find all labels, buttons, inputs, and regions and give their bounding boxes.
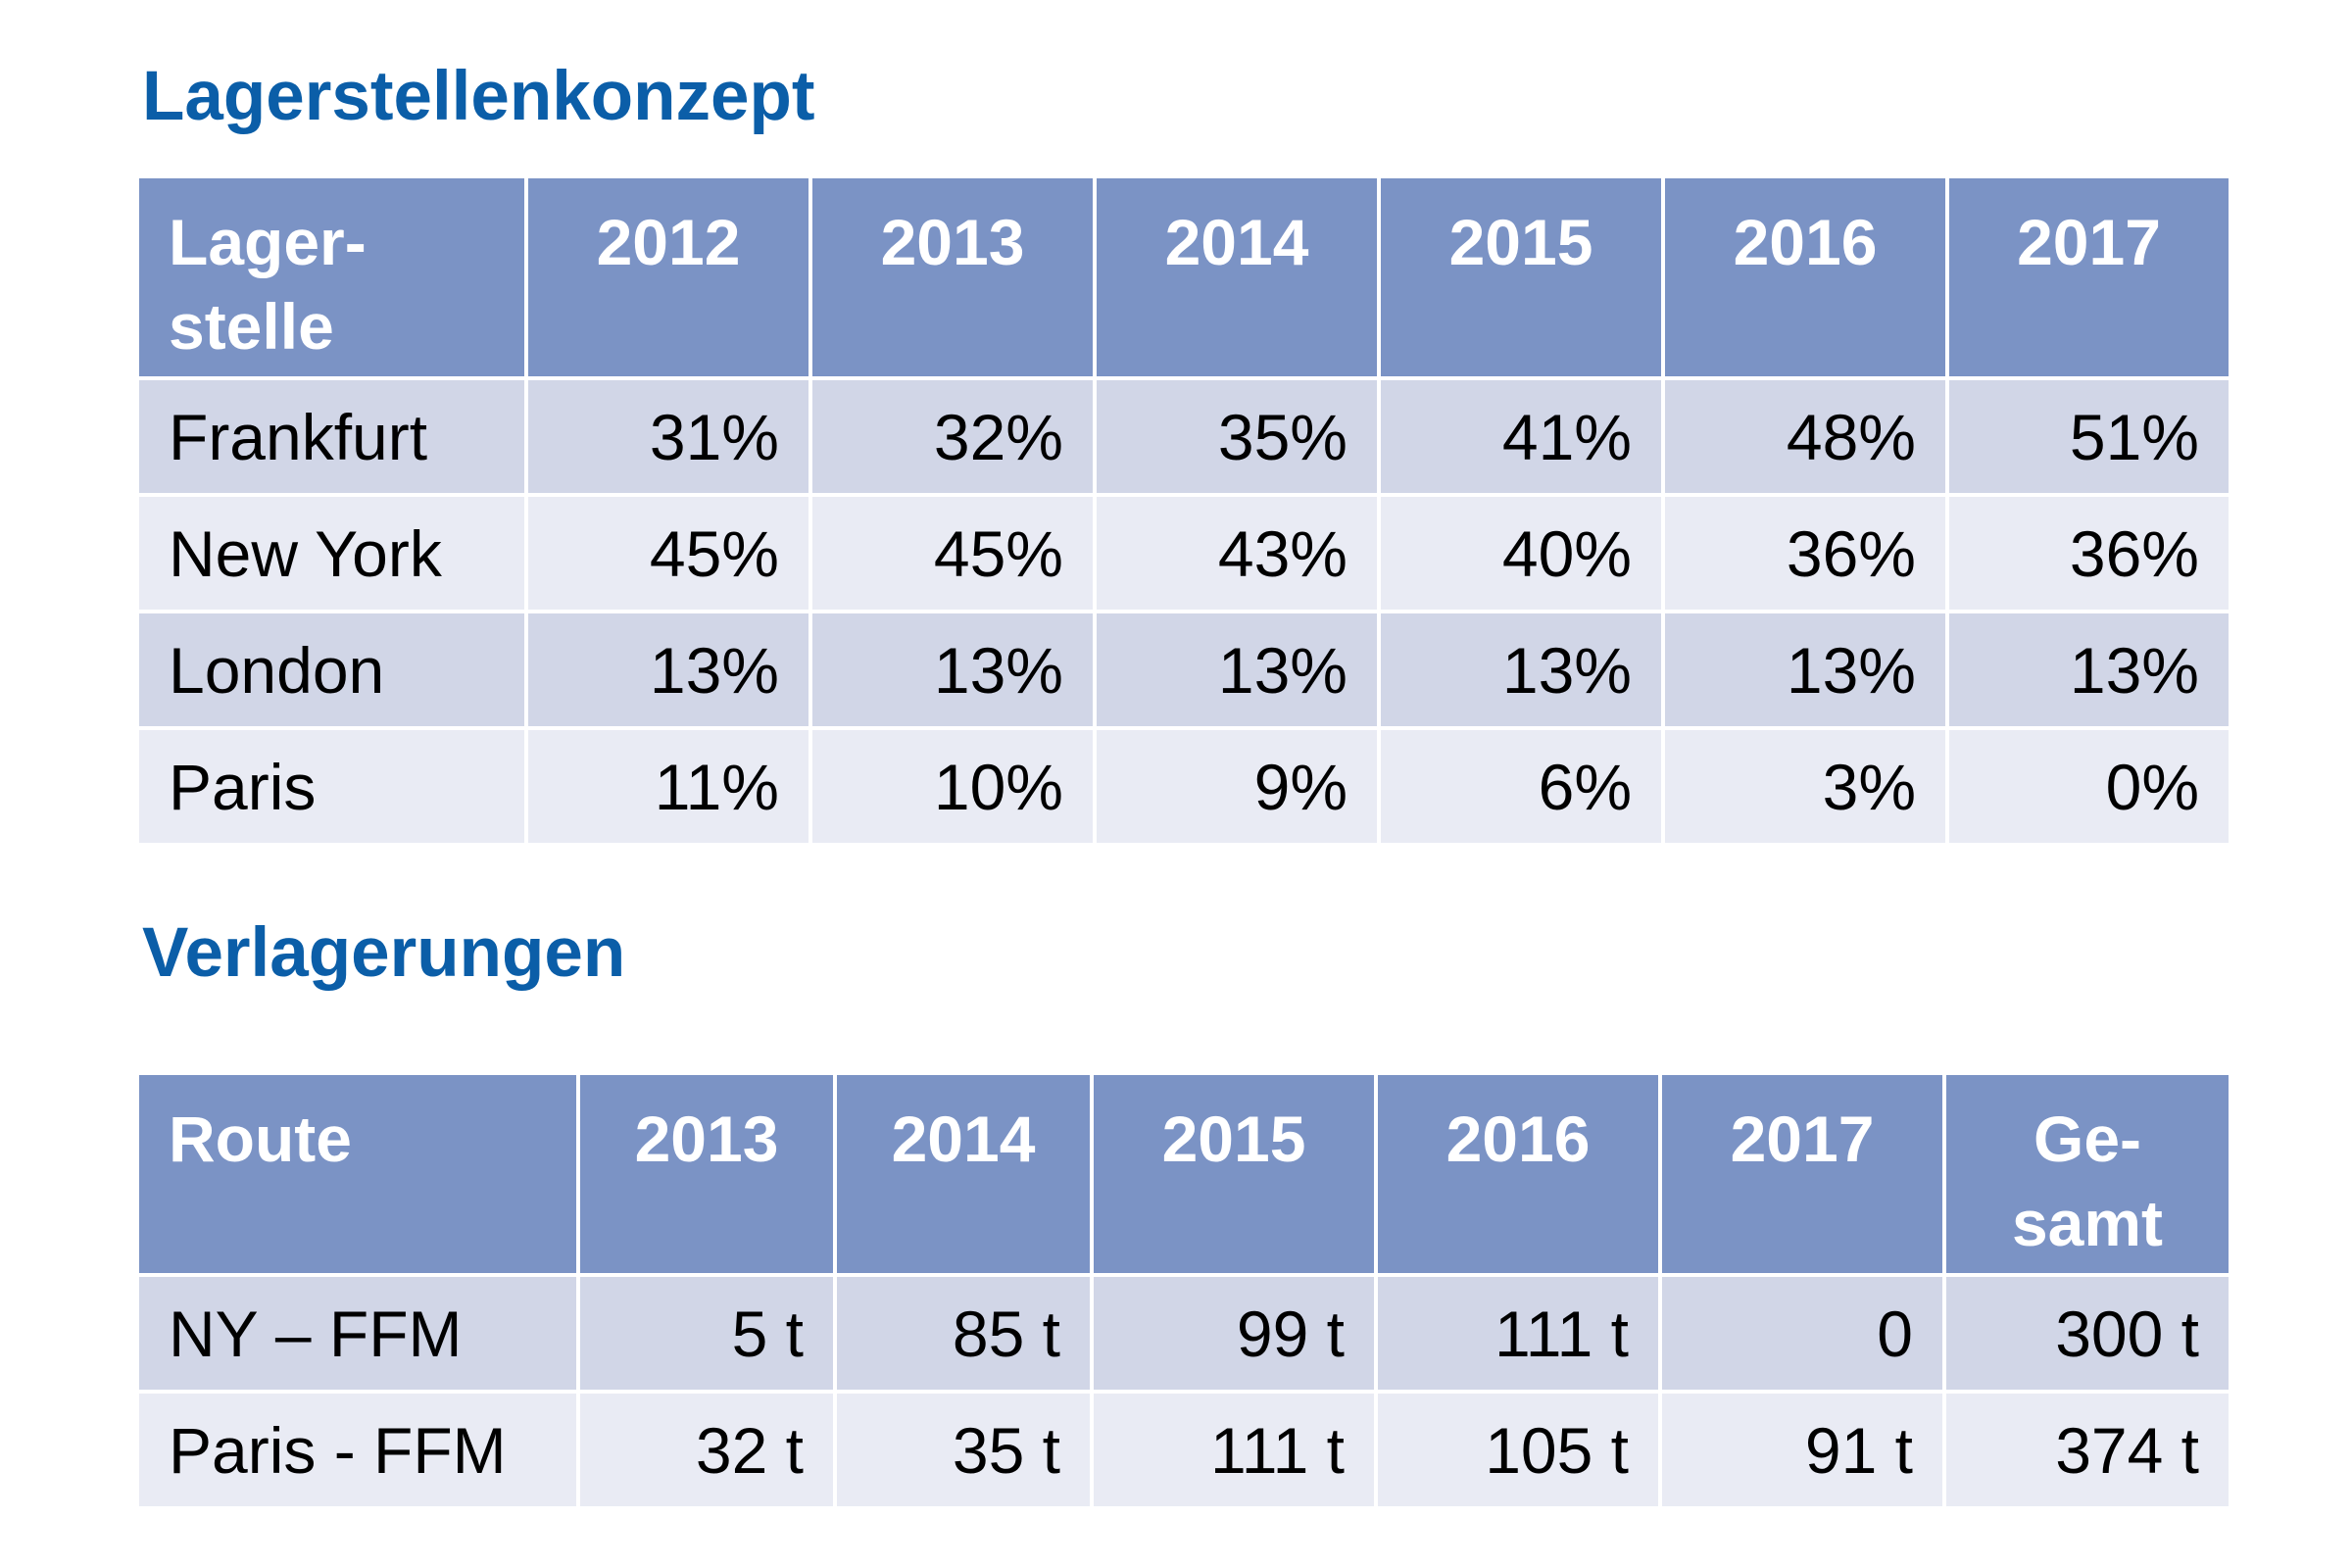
table-cell: 32 t [576,1390,837,1510]
table-row: London 13% 13% 13% 13% 13% 13% [135,610,2232,730]
table-row: NY – FFM 5 t 85 t 99 t 111 t 0 300 t [135,1273,2232,1394]
table-cell: 13% [524,610,812,730]
table-row: Paris - FFM 32 t 35 t 111 t 105 t 91 t 3… [135,1390,2232,1510]
table-cell: 36% [1661,493,1949,613]
table-cell: 3% [1661,726,1949,847]
header-cell-year: 2012 [524,174,812,380]
table-row: Paris 11% 10% 9% 6% 3% 0% [135,726,2232,847]
header-label-line2: samt [2011,1187,2164,1259]
table-header-row: Route 2013 2014 2015 2016 2017 Ge-samt [135,1071,2232,1277]
header-cell-year: 2014 [833,1071,1094,1277]
table-cell: 40% [1377,493,1665,613]
header-cell-year: 2013 [576,1071,837,1277]
row-label: NY – FFM [135,1273,580,1394]
table-cell: 13% [1377,610,1665,730]
table-cell: 48% [1661,376,1949,497]
table-cell: 13% [1945,610,2232,730]
table-cell: 91 t [1658,1390,1946,1510]
table-cell: 51% [1945,376,2232,497]
table-cell: 111 t [1090,1390,1378,1510]
header-cell-year: 2016 [1661,174,1949,380]
table-row: New York 45% 45% 43% 40% 36% 36% [135,493,2232,613]
table-cell: 32% [808,376,1097,497]
header-label-line2: stelle [169,290,334,363]
row-label: Paris - FFM [135,1390,580,1510]
table-cell: 374 t [1942,1390,2232,1510]
table-cell: 300 t [1942,1273,2232,1394]
table-row: Frankfurt 31% 32% 35% 41% 48% 51% [135,376,2232,497]
table-cell: 105 t [1374,1390,1662,1510]
header-cell-year: 2013 [808,174,1097,380]
table-cell: 35 t [833,1390,1094,1510]
table-cell: 45% [808,493,1097,613]
header-cell-year: 2017 [1945,174,2232,380]
table-cell: 45% [524,493,812,613]
verlagerungen-heading: Verlagerungen [142,914,626,992]
header-cell-lagerstelle: Lager-stelle [135,174,528,380]
table-cell: 13% [808,610,1097,730]
table-cell: 85 t [833,1273,1094,1394]
verlagerungen-table: Route 2013 2014 2015 2016 2017 Ge-samt N… [135,1071,2232,1510]
header-cell-year: 2015 [1090,1071,1378,1277]
table-cell: 13% [1661,610,1949,730]
table-cell: 13% [1093,610,1381,730]
table-cell: 111 t [1374,1273,1662,1394]
header-cell-gesamt: Ge-samt [1942,1071,2232,1277]
header-label-line1: Lager- [169,206,367,278]
table-cell: 43% [1093,493,1381,613]
table-cell: 0 [1658,1273,1946,1394]
table-cell: 35% [1093,376,1381,497]
header-label-line1: Ge- [2033,1102,2142,1175]
table-header-row: Lager-stelle 2012 2013 2014 2015 2016 20… [135,174,2232,380]
table-cell: 11% [524,726,812,847]
row-label: Frankfurt [135,376,528,497]
header-cell-year: 2016 [1374,1071,1662,1277]
lagerstellen-table: Lager-stelle 2012 2013 2014 2015 2016 20… [135,174,2232,847]
row-label: London [135,610,528,730]
table-cell: 41% [1377,376,1665,497]
row-label: New York [135,493,528,613]
header-cell-route: Route [135,1071,580,1277]
lagerstellenkonzept-heading: Lagerstellenkonzept [142,58,815,135]
table-cell: 5 t [576,1273,837,1394]
table-cell: 99 t [1090,1273,1378,1394]
table-cell: 10% [808,726,1097,847]
header-cell-year: 2017 [1658,1071,1946,1277]
table-cell: 36% [1945,493,2232,613]
table-cell: 31% [524,376,812,497]
table-cell: 0% [1945,726,2232,847]
header-cell-year: 2014 [1093,174,1381,380]
row-label: Paris [135,726,528,847]
table-cell: 9% [1093,726,1381,847]
header-cell-year: 2015 [1377,174,1665,380]
table-cell: 6% [1377,726,1665,847]
